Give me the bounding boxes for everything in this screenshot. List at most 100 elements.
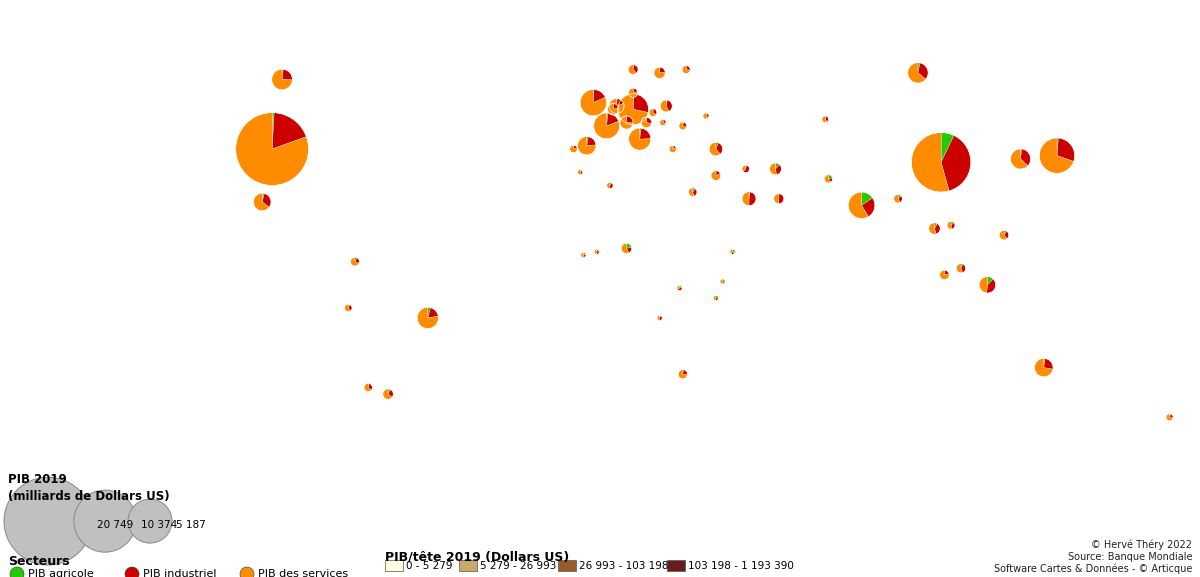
Text: 5 279 - 26 993: 5 279 - 26 993 <box>480 560 557 571</box>
Wedge shape <box>647 117 652 123</box>
Wedge shape <box>678 369 688 379</box>
Wedge shape <box>580 89 607 116</box>
Wedge shape <box>961 264 964 268</box>
Wedge shape <box>282 69 293 80</box>
Wedge shape <box>779 194 784 204</box>
Wedge shape <box>626 248 631 253</box>
Wedge shape <box>1020 149 1031 166</box>
Text: PIB des services: PIB des services <box>258 569 348 577</box>
Wedge shape <box>703 113 709 119</box>
Wedge shape <box>918 63 928 79</box>
Wedge shape <box>686 66 690 70</box>
Circle shape <box>240 567 254 577</box>
Wedge shape <box>710 171 721 181</box>
Wedge shape <box>607 182 610 189</box>
Wedge shape <box>348 304 350 308</box>
Wedge shape <box>583 254 586 257</box>
Wedge shape <box>722 282 725 284</box>
Bar <box>458 560 478 571</box>
Wedge shape <box>641 117 652 128</box>
Wedge shape <box>235 113 308 185</box>
Wedge shape <box>679 286 682 288</box>
Wedge shape <box>581 252 584 258</box>
Wedge shape <box>670 145 677 153</box>
Wedge shape <box>935 223 941 234</box>
Wedge shape <box>692 189 697 196</box>
Wedge shape <box>706 113 709 118</box>
Wedge shape <box>716 171 720 175</box>
Wedge shape <box>979 276 988 293</box>
Wedge shape <box>952 221 954 225</box>
Wedge shape <box>775 163 780 169</box>
Wedge shape <box>660 67 665 73</box>
Wedge shape <box>988 276 994 285</box>
Wedge shape <box>622 243 629 254</box>
Text: 20 749: 20 749 <box>97 520 133 530</box>
Wedge shape <box>828 175 833 179</box>
Circle shape <box>4 477 92 565</box>
Text: 26 993 - 103 198: 26 993 - 103 198 <box>580 560 668 571</box>
Wedge shape <box>918 62 920 73</box>
Wedge shape <box>1000 230 1007 240</box>
Text: 103 198 - 1 193 390: 103 198 - 1 193 390 <box>688 560 794 571</box>
Wedge shape <box>678 287 682 291</box>
Wedge shape <box>427 308 438 318</box>
Wedge shape <box>388 389 390 394</box>
Text: PIB/tête 2019 (Dollars US): PIB/tête 2019 (Dollars US) <box>385 550 569 564</box>
Wedge shape <box>1166 414 1174 421</box>
Wedge shape <box>662 119 666 123</box>
Wedge shape <box>775 164 781 175</box>
Wedge shape <box>1010 149 1028 169</box>
Wedge shape <box>715 298 719 301</box>
Wedge shape <box>956 264 962 273</box>
Wedge shape <box>355 257 356 261</box>
Wedge shape <box>742 192 749 206</box>
Wedge shape <box>263 193 264 202</box>
Wedge shape <box>941 133 954 162</box>
Wedge shape <box>272 113 306 149</box>
Wedge shape <box>610 182 612 185</box>
Wedge shape <box>618 94 648 125</box>
Wedge shape <box>1004 231 1009 239</box>
Text: © Hervé Théry 2022
Source: Banque Mondiale
Software Cartes & Données - © Articqu: © Hervé Théry 2022 Source: Banque Mondia… <box>994 539 1192 574</box>
Wedge shape <box>940 270 949 280</box>
Wedge shape <box>1044 358 1045 368</box>
Wedge shape <box>587 137 596 146</box>
Text: Secteurs: Secteurs <box>8 554 70 568</box>
Wedge shape <box>683 122 686 128</box>
Wedge shape <box>418 307 438 328</box>
Text: 10 374: 10 374 <box>142 520 178 530</box>
Wedge shape <box>607 103 619 115</box>
Wedge shape <box>682 65 690 74</box>
Text: PIB 2019
(milliards de Dollars US): PIB 2019 (milliards de Dollars US) <box>8 473 169 503</box>
Wedge shape <box>732 249 736 253</box>
Wedge shape <box>574 145 577 149</box>
Wedge shape <box>692 188 696 192</box>
Bar <box>558 560 576 571</box>
Circle shape <box>10 567 24 577</box>
Wedge shape <box>364 383 372 392</box>
Wedge shape <box>749 192 756 206</box>
Wedge shape <box>716 142 719 149</box>
Wedge shape <box>716 143 722 154</box>
Wedge shape <box>713 295 716 301</box>
Wedge shape <box>617 99 624 106</box>
Text: 0 - 5 279: 0 - 5 279 <box>406 560 452 571</box>
Wedge shape <box>610 99 624 114</box>
Wedge shape <box>944 270 949 275</box>
Wedge shape <box>716 295 719 298</box>
Wedge shape <box>709 142 720 156</box>
Wedge shape <box>742 165 745 172</box>
Wedge shape <box>720 279 722 284</box>
Wedge shape <box>577 170 582 175</box>
Wedge shape <box>628 65 636 74</box>
Wedge shape <box>596 249 599 252</box>
Wedge shape <box>607 113 619 126</box>
Wedge shape <box>610 183 613 189</box>
Wedge shape <box>629 88 637 98</box>
Wedge shape <box>620 116 634 129</box>
Wedge shape <box>271 69 293 90</box>
Wedge shape <box>634 65 638 73</box>
Text: PIB industriel: PIB industriel <box>143 569 216 577</box>
Wedge shape <box>660 100 668 112</box>
